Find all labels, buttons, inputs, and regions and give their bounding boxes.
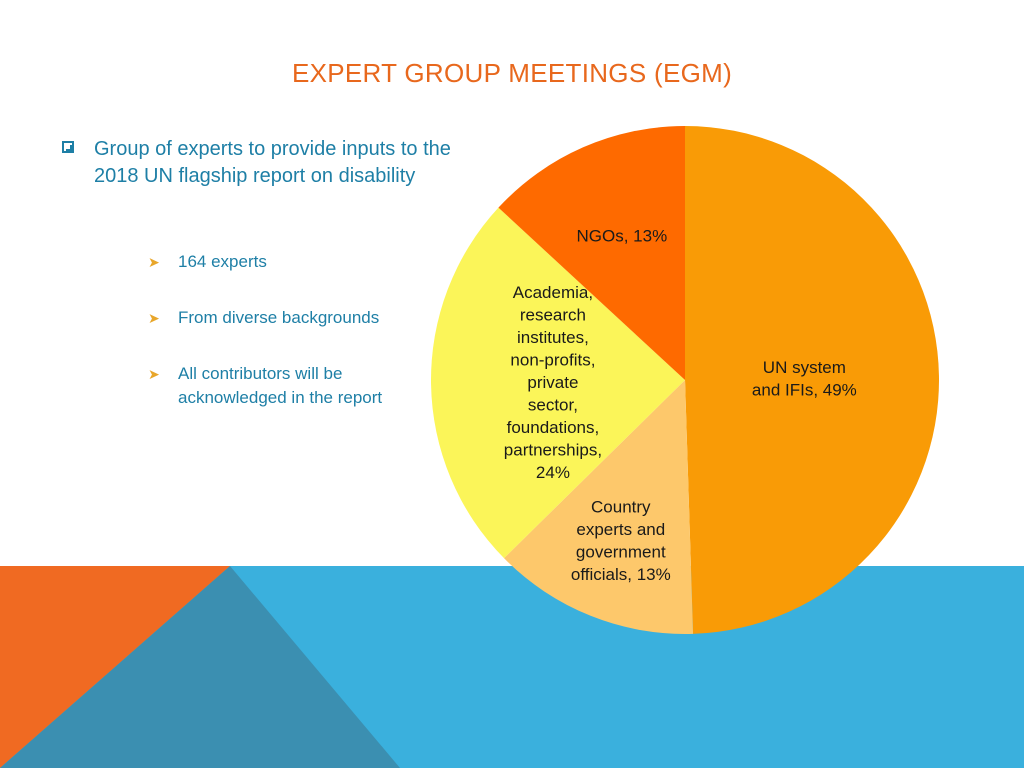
sub-bullet: ➤ From diverse backgrounds (148, 306, 428, 330)
pie-slice (685, 126, 939, 634)
arrow-bullet-icon: ➤ (148, 310, 160, 326)
pie-slice-label: Country experts and government officials, 1… (571, 498, 671, 585)
pie-slice-label: Academia, research institutes, non-profits,… (504, 283, 602, 482)
sub-bullet-list: ➤ 164 experts ➤ From diverse backgrounds… (148, 250, 428, 442)
pie-slice-label: UN system and IFIs, 49% (752, 358, 857, 400)
checkbox-bullet-icon (62, 141, 74, 153)
sub-bullet: ➤ All contributors will be acknowledged … (148, 364, 383, 407)
pie-slice (498, 126, 685, 380)
bullet-list: Group of experts to provide inputs to th… (62, 136, 462, 190)
main-bullet: Group of experts to provide inputs to th… (62, 136, 462, 190)
slide-title: EXPERT GROUP MEETINGS (EGM) (291, 58, 733, 88)
arrow-bullet-icon: ➤ (148, 254, 160, 270)
main-bullet-text: Group of experts to provide inputs to th… (94, 138, 451, 187)
pie-slice (430, 207, 685, 559)
pie-slice (503, 380, 694, 634)
sub-bullet: ➤ 164 experts (148, 250, 428, 274)
pie-slice-label: NGOs, 13% (577, 227, 668, 246)
arrow-bullet-icon: ➤ (148, 366, 160, 382)
dark-blue-triangle (0, 566, 400, 768)
